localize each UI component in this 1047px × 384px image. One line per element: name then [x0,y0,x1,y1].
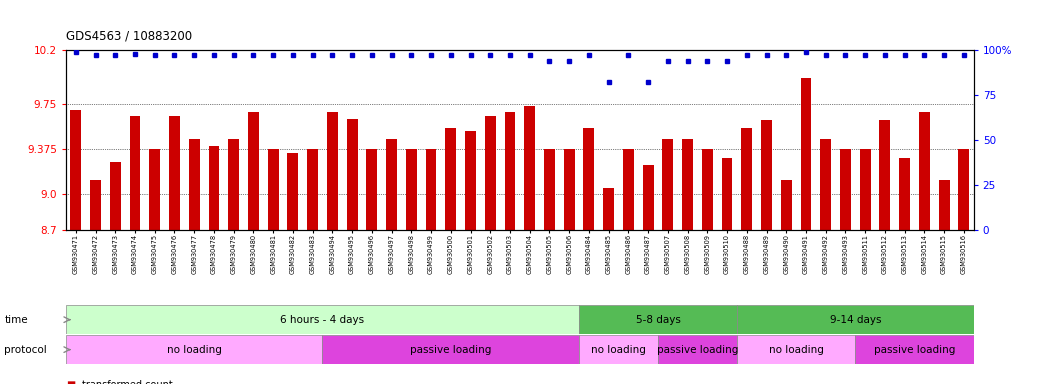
Bar [781,180,792,230]
Bar [820,139,831,230]
Bar [958,149,970,230]
Bar [505,113,515,230]
Bar [544,149,555,230]
Bar [855,335,974,364]
Bar [939,180,950,230]
Bar [366,149,377,230]
Bar [169,116,180,230]
Bar [150,149,160,230]
Bar [579,335,658,364]
Text: GDS4563 / 10883200: GDS4563 / 10883200 [66,29,192,42]
Bar [623,149,633,230]
Bar [66,305,579,334]
Bar [406,149,417,230]
Text: passive loading: passive loading [874,344,955,355]
Bar [307,149,318,230]
Bar [741,128,752,230]
Bar [386,139,397,230]
Bar [563,149,575,230]
Bar [879,120,890,230]
Bar [801,78,811,230]
Bar [70,110,82,230]
Bar [90,180,101,230]
Bar [701,149,713,230]
Bar [919,113,930,230]
Bar [288,153,298,230]
Bar [658,335,737,364]
Text: 9-14 days: 9-14 days [829,314,882,325]
Bar [208,146,220,230]
Bar [426,149,437,230]
Text: no loading: no loading [166,344,222,355]
Text: 5-8 days: 5-8 days [636,314,681,325]
Text: transformed count: transformed count [82,380,173,384]
Bar [737,305,974,334]
Bar [130,116,140,230]
Bar [663,139,673,230]
Bar [721,158,733,230]
Bar [525,106,535,230]
Bar [860,149,871,230]
Bar [110,162,120,230]
Bar [465,131,476,230]
Bar [347,119,357,230]
Text: no loading: no loading [592,344,646,355]
Text: time: time [4,314,28,325]
Bar [248,113,259,230]
Bar [737,335,855,364]
Bar [188,139,200,230]
Bar [228,139,239,230]
Text: 6 hours - 4 days: 6 hours - 4 days [281,314,364,325]
Bar [643,166,653,230]
Text: passive loading: passive loading [656,344,738,355]
Text: no loading: no loading [768,344,824,355]
Bar [327,113,338,230]
Bar [445,128,456,230]
Bar [66,335,322,364]
Bar [322,335,579,364]
Text: ■: ■ [66,380,75,384]
Bar [583,128,595,230]
Text: protocol: protocol [4,344,47,355]
Bar [683,139,693,230]
Bar [603,188,614,230]
Text: passive loading: passive loading [410,344,491,355]
Bar [899,158,910,230]
Bar [840,149,851,230]
Bar [485,116,495,230]
Bar [761,120,772,230]
Bar [579,305,737,334]
Bar [268,149,279,230]
